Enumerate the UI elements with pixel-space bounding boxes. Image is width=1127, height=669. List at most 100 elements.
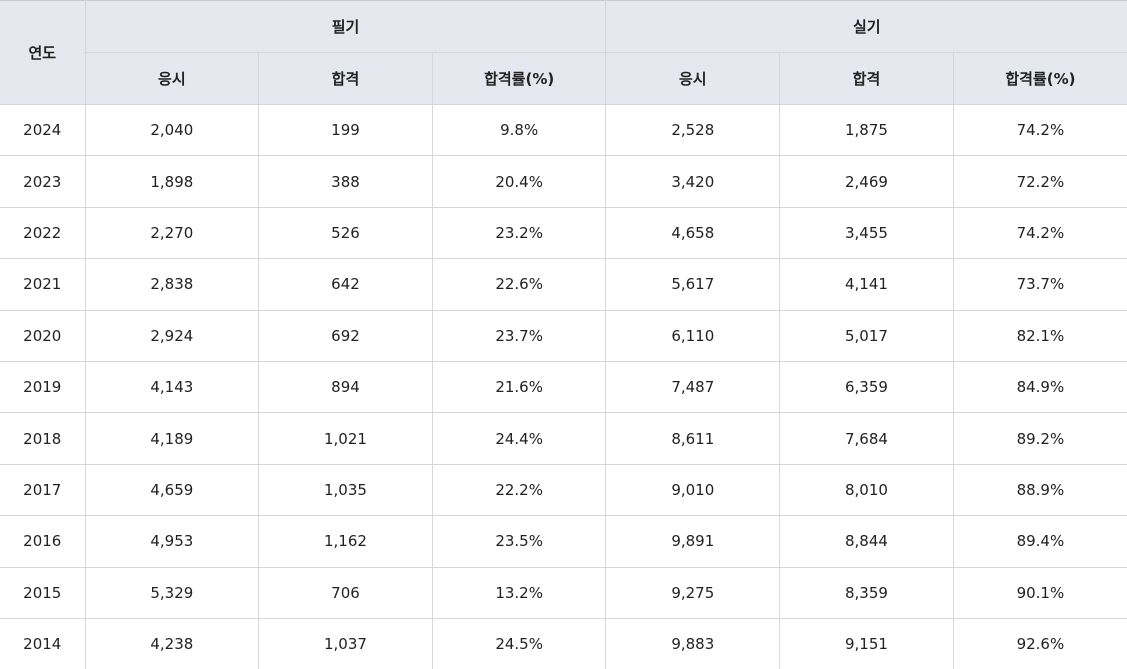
written-pass-rate-cell: 9.8% bbox=[431, 103, 607, 157]
practical-pass-rate-cell: 92.6% bbox=[952, 617, 1127, 669]
written-passed-cell: 1,021 bbox=[258, 412, 433, 465]
practical-pass-rate-cell: 72.2% bbox=[952, 155, 1127, 208]
practical-applicants-cell: 2,528 bbox=[605, 103, 781, 157]
table-row: 2019 4,143 894 21.6% 7,487 6,359 84.9% bbox=[0, 360, 1127, 414]
written-applicants-cell: 4,189 bbox=[84, 412, 260, 465]
table-header: 연도 필기 실기 응시 합격 합격률(%) 응시 합격 합격률(%) bbox=[0, 0, 1127, 105]
header-row-group: 연도 필기 실기 bbox=[0, 0, 1127, 105]
practical-pass-rate-cell: 82.1% bbox=[952, 309, 1127, 362]
written-passed-cell: 1,035 bbox=[258, 463, 433, 517]
practical-pass-rate-cell: 90.1% bbox=[952, 566, 1127, 619]
practical-passed-cell: 9,151 bbox=[779, 617, 954, 669]
practical-passed-cell: 3,455 bbox=[779, 206, 954, 260]
table-body: 2024 2,040 199 9.8% 2,528 1,875 74.2% 2023 1,898… bbox=[0, 103, 1127, 669]
written-passed-cell: 1,037 bbox=[258, 617, 433, 669]
year-cell: 2015 bbox=[0, 566, 86, 619]
practical-passed-cell: 4,141 bbox=[779, 258, 954, 311]
written-pass-rate-cell: 24.4% bbox=[431, 412, 607, 465]
practical-applicants-cell: 5,617 bbox=[605, 258, 781, 311]
header-written-exam: 필기 bbox=[84, 0, 607, 53]
written-pass-rate-cell: 22.2% bbox=[431, 463, 607, 517]
practical-applicants-cell: 4,658 bbox=[605, 206, 781, 260]
practical-pass-rate-cell: 74.2% bbox=[952, 103, 1127, 157]
written-passed-cell: 526 bbox=[258, 206, 433, 260]
written-applicants-cell: 4,238 bbox=[84, 617, 260, 669]
practical-applicants-cell: 6,110 bbox=[605, 309, 781, 362]
practical-pass-rate-cell: 89.4% bbox=[952, 515, 1127, 568]
written-passed-cell: 692 bbox=[258, 309, 433, 362]
year-cell: 2018 bbox=[0, 412, 86, 465]
table-row: 2016 4,953 1,162 23.5% 9,891 8,844 89.4% bbox=[0, 515, 1127, 568]
table-row: 2015 5,329 706 13.2% 9,275 8,359 90.1% bbox=[0, 566, 1127, 619]
written-pass-rate-cell: 24.5% bbox=[431, 617, 607, 669]
table-row: 2018 4,189 1,021 24.4% 8,611 7,684 89.2% bbox=[0, 412, 1127, 465]
written-applicants-cell: 4,143 bbox=[84, 360, 260, 414]
written-applicants-cell: 4,659 bbox=[84, 463, 260, 517]
practical-passed-cell: 6,359 bbox=[779, 360, 954, 414]
practical-pass-rate-cell: 89.2% bbox=[952, 412, 1127, 465]
written-pass-rate-cell: 23.7% bbox=[431, 309, 607, 362]
header-written-applicants: 응시 bbox=[85, 52, 260, 105]
practical-passed-cell: 8,010 bbox=[779, 463, 954, 517]
practical-applicants-cell: 9,883 bbox=[605, 617, 781, 669]
table-row: 2021 2,838 642 22.6% 5,617 4,141 73.7% bbox=[0, 258, 1127, 311]
header-written-pass-rate: 합격률(%) bbox=[431, 52, 607, 105]
table-row: 2014 4,238 1,037 24.5% 9,883 9,151 92.6% bbox=[0, 617, 1127, 669]
written-passed-cell: 199 bbox=[258, 103, 433, 157]
year-cell: 2020 bbox=[0, 309, 86, 362]
written-applicants-cell: 4,953 bbox=[84, 515, 260, 568]
header-practical-passed: 합격 bbox=[779, 52, 954, 105]
practical-pass-rate-cell: 73.7% bbox=[952, 258, 1127, 311]
written-applicants-cell: 2,040 bbox=[84, 103, 260, 157]
practical-passed-cell: 1,875 bbox=[779, 103, 954, 157]
year-cell: 2016 bbox=[0, 515, 86, 568]
year-cell: 2021 bbox=[0, 258, 86, 311]
written-pass-rate-cell: 22.6% bbox=[431, 258, 607, 311]
practical-passed-cell: 5,017 bbox=[779, 309, 954, 362]
written-pass-rate-cell: 20.4% bbox=[431, 155, 607, 208]
practical-passed-cell: 8,359 bbox=[779, 566, 954, 619]
table-row: 2024 2,040 199 9.8% 2,528 1,875 74.2% bbox=[0, 103, 1127, 157]
table-row: 2017 4,659 1,035 22.2% 9,010 8,010 88.9% bbox=[0, 463, 1127, 517]
written-applicants-cell: 2,838 bbox=[84, 258, 260, 311]
practical-passed-cell: 7,684 bbox=[779, 412, 954, 465]
header-row-sub: 응시 합격 합격률(%) 응시 합격 합격률(%) bbox=[0, 52, 1127, 105]
practical-pass-rate-cell: 88.9% bbox=[952, 463, 1127, 517]
written-pass-rate-cell: 23.5% bbox=[431, 515, 607, 568]
year-cell: 2019 bbox=[0, 360, 86, 414]
table-row: 2023 1,898 388 20.4% 3,420 2,469 72.2% bbox=[0, 155, 1127, 208]
practical-applicants-cell: 9,275 bbox=[605, 566, 781, 619]
written-applicants-cell: 2,270 bbox=[84, 206, 260, 260]
practical-applicants-cell: 9,010 bbox=[605, 463, 781, 517]
practical-passed-cell: 2,469 bbox=[779, 155, 954, 208]
table-row: 2020 2,924 692 23.7% 6,110 5,017 82.1% bbox=[0, 309, 1127, 362]
written-applicants-cell: 1,898 bbox=[84, 155, 260, 208]
table-row: 2022 2,270 526 23.2% 4,658 3,455 74.2% bbox=[0, 206, 1127, 260]
practical-applicants-cell: 7,487 bbox=[605, 360, 781, 414]
written-passed-cell: 894 bbox=[258, 360, 433, 414]
header-practical-exam: 실기 bbox=[605, 0, 1127, 53]
header-practical-pass-rate: 합격률(%) bbox=[952, 52, 1127, 105]
written-applicants-cell: 5,329 bbox=[84, 566, 260, 619]
written-passed-cell: 706 bbox=[258, 566, 433, 619]
practical-applicants-cell: 3,420 bbox=[605, 155, 781, 208]
written-passed-cell: 1,162 bbox=[258, 515, 433, 568]
written-applicants-cell: 2,924 bbox=[84, 309, 260, 362]
year-cell: 2017 bbox=[0, 463, 86, 517]
written-passed-cell: 642 bbox=[258, 258, 433, 311]
header-written-passed: 합격 bbox=[258, 52, 433, 105]
header-year: 연도 bbox=[0, 0, 86, 105]
practical-pass-rate-cell: 84.9% bbox=[952, 360, 1127, 414]
written-passed-cell: 388 bbox=[258, 155, 433, 208]
year-cell: 2023 bbox=[0, 155, 86, 208]
practical-applicants-cell: 9,891 bbox=[605, 515, 781, 568]
written-pass-rate-cell: 21.6% bbox=[431, 360, 607, 414]
year-cell: 2014 bbox=[0, 617, 86, 669]
practical-pass-rate-cell: 74.2% bbox=[952, 206, 1127, 260]
year-cell: 2024 bbox=[0, 103, 86, 157]
written-pass-rate-cell: 13.2% bbox=[431, 566, 607, 619]
header-practical-applicants: 응시 bbox=[605, 52, 781, 105]
written-pass-rate-cell: 23.2% bbox=[431, 206, 607, 260]
practical-applicants-cell: 8,611 bbox=[605, 412, 781, 465]
